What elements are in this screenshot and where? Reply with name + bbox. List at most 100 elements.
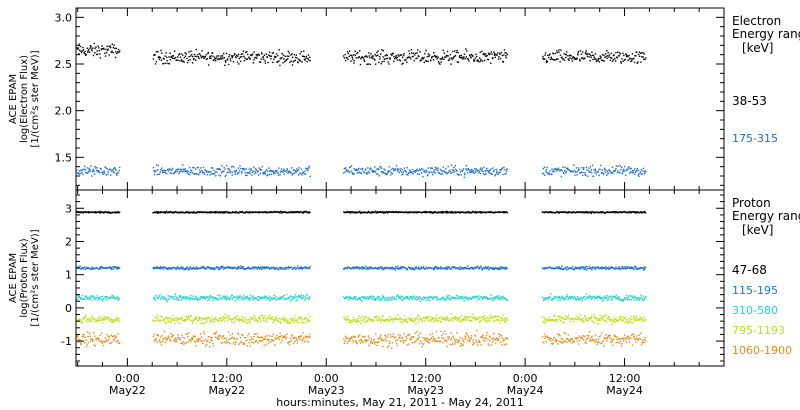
- data-point: [598, 174, 600, 177]
- data-point: [184, 52, 186, 54]
- data-point: [446, 266, 448, 268]
- data-point: [155, 60, 158, 63]
- data-point: [255, 172, 257, 174]
- data-point: [105, 317, 107, 319]
- data-point: [587, 53, 589, 55]
- data-point: [421, 320, 424, 322]
- data-point: [158, 173, 161, 175]
- data-point: [505, 55, 507, 57]
- data-point: [375, 298, 377, 300]
- data-point: [604, 53, 607, 55]
- data-point: [259, 61, 262, 63]
- data-point: [154, 339, 157, 341]
- data-point: [594, 211, 596, 213]
- data-point: [622, 171, 624, 173]
- data-point: [486, 58, 489, 61]
- data-point: [212, 59, 214, 62]
- data-point: [117, 266, 120, 268]
- data-point: [369, 295, 371, 298]
- data-point: [221, 55, 224, 57]
- data-point: [347, 299, 350, 301]
- data-point: [182, 297, 184, 299]
- data-point: [417, 49, 419, 51]
- data-point: [186, 57, 188, 60]
- data-point: [400, 267, 402, 270]
- data-point: [585, 50, 587, 52]
- data-point: [623, 317, 626, 320]
- data-point: [626, 321, 628, 323]
- data-point: [569, 170, 571, 172]
- data-point: [355, 211, 357, 213]
- data-point: [160, 341, 162, 344]
- data-point: [544, 317, 546, 319]
- data-point: [422, 58, 424, 60]
- data-point: [433, 267, 436, 270]
- data-point: [383, 212, 385, 214]
- data-point: [592, 212, 595, 214]
- data-point: [244, 297, 246, 300]
- data-point: [217, 212, 220, 214]
- data-point: [90, 318, 92, 320]
- data-point: [156, 296, 158, 298]
- data-point: [382, 50, 384, 52]
- data-point: [236, 55, 239, 57]
- data-point: [580, 53, 583, 55]
- data-point: [572, 171, 574, 173]
- data-point: [277, 172, 279, 174]
- data-point: [109, 212, 112, 214]
- data-point: [352, 316, 355, 319]
- data-point: [158, 340, 161, 342]
- data-point: [78, 211, 80, 213]
- data-point: [615, 318, 617, 321]
- data-point: [345, 211, 348, 214]
- data-point: [99, 318, 101, 320]
- data-point: [637, 53, 640, 56]
- data-point: [249, 267, 252, 270]
- data-point: [505, 317, 508, 319]
- data-point: [506, 168, 508, 170]
- data-point: [622, 300, 625, 302]
- data-point: [80, 268, 82, 270]
- data-point: [100, 168, 102, 170]
- data-point: [625, 266, 627, 268]
- data-point: [272, 267, 274, 269]
- data-point: [175, 296, 178, 298]
- data-point: [260, 169, 262, 171]
- data-point: [496, 172, 498, 174]
- data-point: [456, 317, 459, 320]
- data-point: [353, 212, 355, 214]
- data-point: [590, 296, 593, 298]
- data-point: [280, 170, 282, 172]
- data-point: [399, 54, 402, 56]
- data-point: [553, 267, 555, 270]
- data-point: [504, 173, 506, 175]
- data-point: [466, 211, 468, 213]
- data-point: [173, 318, 175, 320]
- data-point: [633, 61, 636, 64]
- data-point: [446, 316, 448, 318]
- data-point: [167, 335, 170, 337]
- data-point: [501, 266, 503, 268]
- data-point: [575, 212, 577, 214]
- data-point: [599, 319, 601, 322]
- data-point: [232, 322, 235, 324]
- data-point: [581, 57, 583, 60]
- data-point: [602, 173, 605, 176]
- data-point: [216, 55, 218, 57]
- data-point: [86, 296, 88, 299]
- data-point: [258, 266, 261, 269]
- data-point: [89, 169, 92, 171]
- data-point: [197, 297, 200, 299]
- data-point: [501, 297, 503, 299]
- data-point: [457, 318, 460, 321]
- data-point: [573, 169, 575, 172]
- data-point: [218, 338, 221, 340]
- data-point: [492, 268, 495, 270]
- data-point: [374, 316, 376, 318]
- data-point: [242, 266, 245, 268]
- data-point: [245, 174, 247, 176]
- data-point: [295, 320, 298, 322]
- data-point: [369, 168, 371, 170]
- data-point: [284, 55, 286, 57]
- data-point: [79, 297, 81, 299]
